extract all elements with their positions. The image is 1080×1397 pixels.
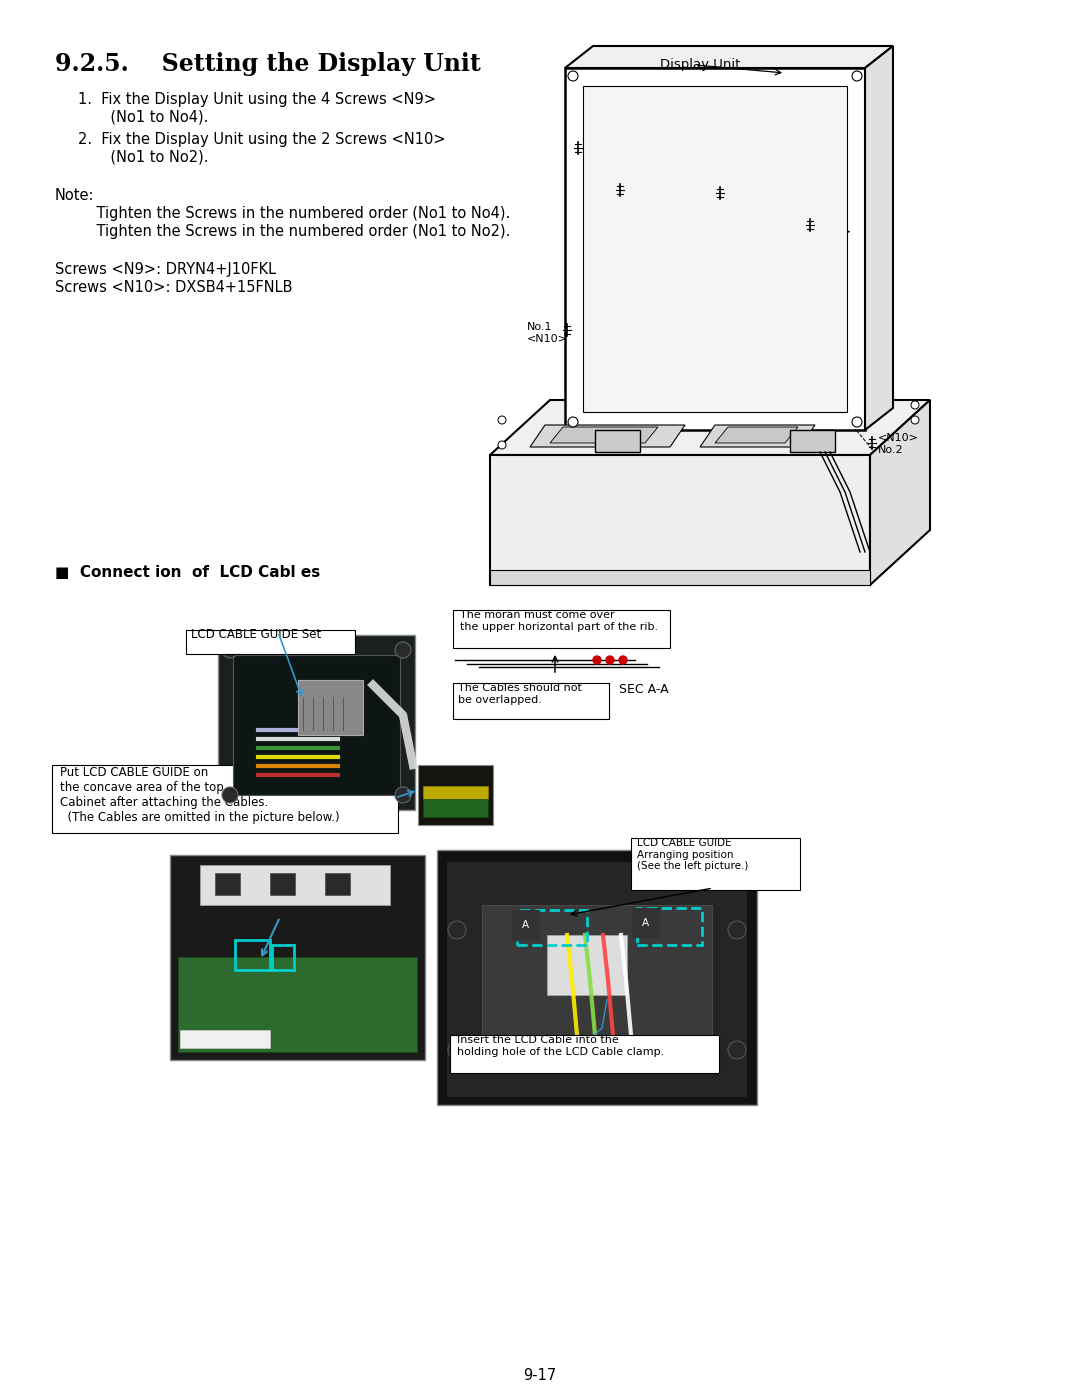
Text: Display Unit: Display Unit xyxy=(660,59,741,71)
FancyBboxPatch shape xyxy=(423,799,488,817)
Polygon shape xyxy=(565,68,865,430)
Polygon shape xyxy=(490,400,930,455)
FancyBboxPatch shape xyxy=(453,683,609,719)
FancyBboxPatch shape xyxy=(418,766,492,826)
Circle shape xyxy=(728,1041,746,1059)
Text: SEC A-A: SEC A-A xyxy=(619,683,669,696)
Circle shape xyxy=(568,71,578,81)
Text: No.3
<N9>: No.3 <N9> xyxy=(728,183,762,204)
Polygon shape xyxy=(530,425,685,447)
Polygon shape xyxy=(565,46,893,68)
Circle shape xyxy=(395,643,411,658)
FancyBboxPatch shape xyxy=(218,636,415,810)
Text: LCD CABLE GUIDE Set: LCD CABLE GUIDE Set xyxy=(191,629,321,641)
Text: No.1
<N10>: No.1 <N10> xyxy=(527,321,568,344)
Polygon shape xyxy=(200,865,390,905)
Polygon shape xyxy=(715,427,798,443)
Circle shape xyxy=(619,657,627,664)
FancyBboxPatch shape xyxy=(453,610,670,648)
FancyBboxPatch shape xyxy=(631,838,800,890)
Text: (No1 to No4).: (No1 to No4). xyxy=(78,110,208,124)
Text: 9-17: 9-17 xyxy=(524,1368,556,1383)
Text: Note:: Note: xyxy=(55,189,95,203)
FancyBboxPatch shape xyxy=(437,849,757,1105)
FancyBboxPatch shape xyxy=(233,655,400,795)
Polygon shape xyxy=(215,873,240,895)
FancyBboxPatch shape xyxy=(186,630,355,654)
FancyBboxPatch shape xyxy=(450,1035,719,1073)
FancyBboxPatch shape xyxy=(482,905,712,1045)
Text: (No1 to No2).: (No1 to No2). xyxy=(78,149,208,165)
Circle shape xyxy=(448,1041,465,1059)
Polygon shape xyxy=(700,425,815,447)
FancyBboxPatch shape xyxy=(423,787,488,800)
Circle shape xyxy=(568,416,578,427)
Circle shape xyxy=(606,657,615,664)
Polygon shape xyxy=(865,46,893,430)
Polygon shape xyxy=(550,427,658,443)
FancyBboxPatch shape xyxy=(178,957,417,1052)
Text: 2.  Fix the Display Unit using the 2 Screws <N10>: 2. Fix the Display Unit using the 2 Scre… xyxy=(78,131,446,147)
Text: <N10>
No.2: <N10> No.2 xyxy=(878,433,919,454)
Text: Insert the LCD Cable into the
holding hole of the LCD Cable clamp.: Insert the LCD Cable into the holding ho… xyxy=(457,1035,664,1056)
Text: Put LCD CABLE GUIDE on
the concave area of the top
Cabinet after attaching the C: Put LCD CABLE GUIDE on the concave area … xyxy=(60,766,339,824)
Circle shape xyxy=(395,787,411,803)
Circle shape xyxy=(852,416,862,427)
Text: Screws <N9>: DRYN4+J10FKL: Screws <N9>: DRYN4+J10FKL xyxy=(55,263,276,277)
FancyBboxPatch shape xyxy=(447,862,747,1097)
Text: Screws <N10>: DXSB4+15FNLB: Screws <N10>: DXSB4+15FNLB xyxy=(55,279,293,295)
Text: Tighten the Screws in the numbered order (No1 to No2).: Tighten the Screws in the numbered order… xyxy=(78,224,511,239)
Circle shape xyxy=(448,921,465,939)
Text: 1.  Fix the Display Unit using the 4 Screws <N9>: 1. Fix the Display Unit using the 4 Scre… xyxy=(78,92,436,108)
Circle shape xyxy=(593,657,600,664)
Circle shape xyxy=(498,416,507,425)
Polygon shape xyxy=(583,87,847,412)
Polygon shape xyxy=(490,455,870,585)
FancyBboxPatch shape xyxy=(180,1030,270,1048)
Circle shape xyxy=(498,441,507,448)
FancyBboxPatch shape xyxy=(170,855,426,1060)
Polygon shape xyxy=(595,430,640,453)
Text: ■  Connect ion  of  LCD Cabl es: ■ Connect ion of LCD Cabl es xyxy=(55,564,321,580)
FancyBboxPatch shape xyxy=(298,680,363,735)
Polygon shape xyxy=(325,873,350,895)
Text: LCD CABLE GUIDE
Arranging position
(See the left picture.): LCD CABLE GUIDE Arranging position (See … xyxy=(637,838,748,872)
Text: The Cables should not
be overlapped.: The Cables should not be overlapped. xyxy=(458,683,582,704)
FancyBboxPatch shape xyxy=(52,766,399,833)
Text: No.4
<N9>: No.4 <N9> xyxy=(627,180,662,201)
Circle shape xyxy=(912,401,919,409)
Circle shape xyxy=(852,71,862,81)
Polygon shape xyxy=(789,430,835,453)
Polygon shape xyxy=(870,400,930,585)
FancyBboxPatch shape xyxy=(546,935,627,995)
Polygon shape xyxy=(270,873,295,895)
Polygon shape xyxy=(490,570,870,585)
Circle shape xyxy=(222,787,238,803)
Text: Tighten the Screws in the numbered order (No1 to No4).: Tighten the Screws in the numbered order… xyxy=(78,205,510,221)
Text: 9.2.5.    Setting the Display Unit: 9.2.5. Setting the Display Unit xyxy=(55,52,481,75)
Text: A: A xyxy=(642,918,649,928)
Text: No.2
<N9>: No.2 <N9> xyxy=(818,215,852,236)
Circle shape xyxy=(912,416,919,425)
Text: No.1
<N9>: No.1 <N9> xyxy=(586,138,620,159)
Text: The moran must come over
the upper horizontal part of the rib.: The moran must come over the upper horiz… xyxy=(460,610,658,631)
Circle shape xyxy=(728,921,746,939)
Circle shape xyxy=(222,643,238,658)
Text: A: A xyxy=(522,921,529,930)
